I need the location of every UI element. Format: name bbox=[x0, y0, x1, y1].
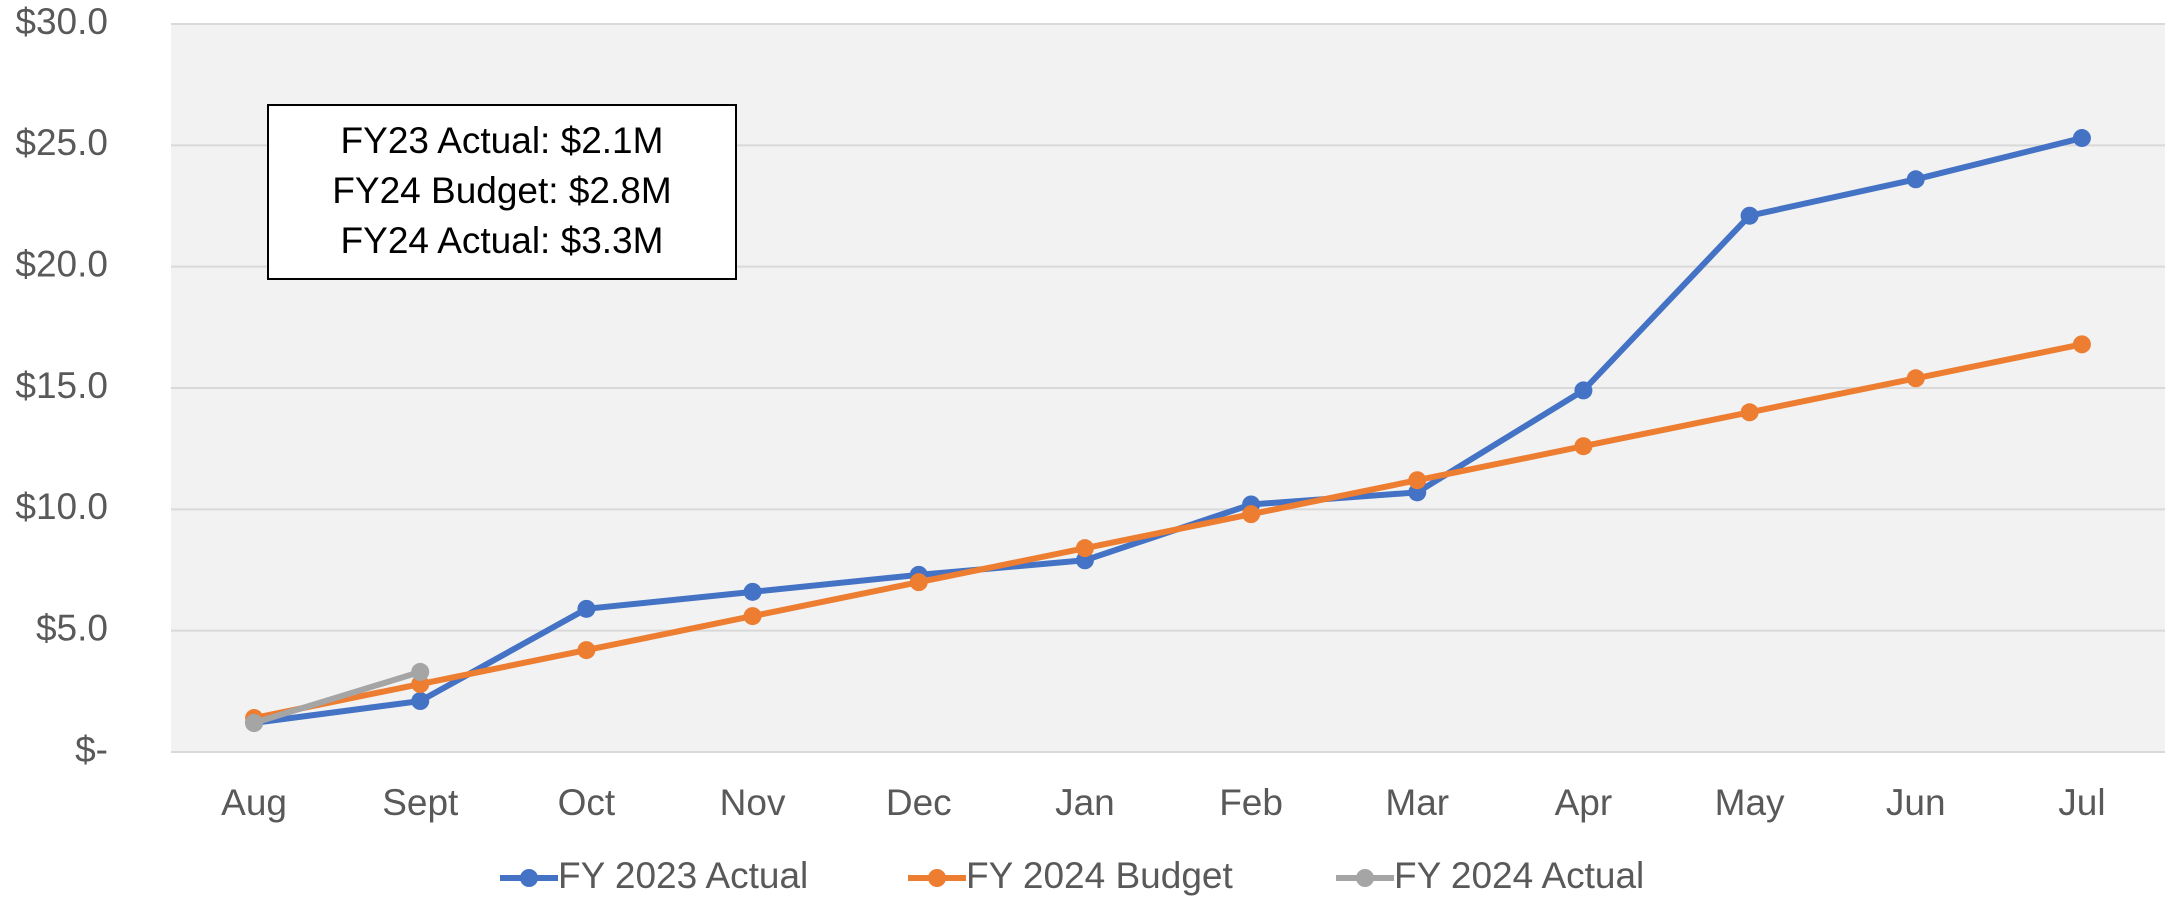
data-point bbox=[1740, 403, 1759, 422]
x-tick-label: Apr bbox=[1555, 782, 1613, 823]
series-line bbox=[253, 669, 422, 726]
data-point bbox=[909, 573, 928, 592]
data-point bbox=[411, 662, 430, 681]
data-point bbox=[2072, 129, 2091, 148]
annotation-line: FY23 Actual: $2.1M bbox=[341, 120, 664, 161]
legend-marker bbox=[1356, 869, 1374, 887]
data-point bbox=[1574, 437, 1593, 456]
data-point bbox=[245, 713, 264, 732]
data-point bbox=[743, 582, 762, 601]
x-tick-label: Mar bbox=[1385, 782, 1449, 823]
y-tick-label: $25.0 bbox=[15, 122, 108, 163]
data-point bbox=[1408, 471, 1427, 490]
y-tick-label: $10.0 bbox=[15, 486, 108, 527]
legend-marker bbox=[928, 869, 946, 887]
y-tick-label: $30.0 bbox=[15, 1, 108, 42]
data-point bbox=[577, 641, 596, 660]
y-tick-label: $15.0 bbox=[15, 365, 108, 406]
series-line bbox=[253, 341, 2083, 721]
data-point bbox=[1242, 505, 1261, 524]
x-tick-label: Jun bbox=[1886, 782, 1946, 823]
data-point bbox=[1906, 170, 1925, 189]
legend-label: FY 2024 Actual bbox=[1394, 855, 1644, 896]
x-tick-label: Sept bbox=[382, 782, 459, 823]
x-tick-label: Nov bbox=[720, 782, 786, 823]
data-point bbox=[2072, 335, 2091, 354]
annotation-line: FY24 Actual: $3.3M bbox=[341, 220, 664, 261]
legend-marker bbox=[520, 869, 538, 887]
x-tick-label: Jul bbox=[2058, 782, 2105, 823]
data-point bbox=[1574, 381, 1593, 400]
annotation-line: FY24 Budget: $2.8M bbox=[332, 170, 671, 211]
x-tick-label: Dec bbox=[886, 782, 952, 823]
legend-label: FY 2023 Actual bbox=[558, 855, 808, 896]
x-tick-label: Aug bbox=[221, 782, 287, 823]
y-tick-label: $20.0 bbox=[15, 243, 108, 284]
data-point bbox=[1075, 539, 1094, 558]
x-tick-label: Jan bbox=[1055, 782, 1115, 823]
data-point bbox=[1740, 206, 1759, 225]
data-point bbox=[577, 599, 596, 618]
y-tick-label: $5.0 bbox=[36, 607, 108, 648]
x-tick-label: Feb bbox=[1219, 782, 1283, 823]
y-tick-label: $- bbox=[75, 729, 108, 770]
data-point bbox=[411, 692, 430, 711]
x-tick-label: Oct bbox=[558, 782, 616, 823]
data-point bbox=[1906, 369, 1925, 388]
data-point bbox=[743, 607, 762, 626]
legend-label: FY 2024 Budget bbox=[966, 855, 1233, 896]
x-tick-label: May bbox=[1715, 782, 1785, 823]
annotation-box bbox=[267, 104, 737, 280]
